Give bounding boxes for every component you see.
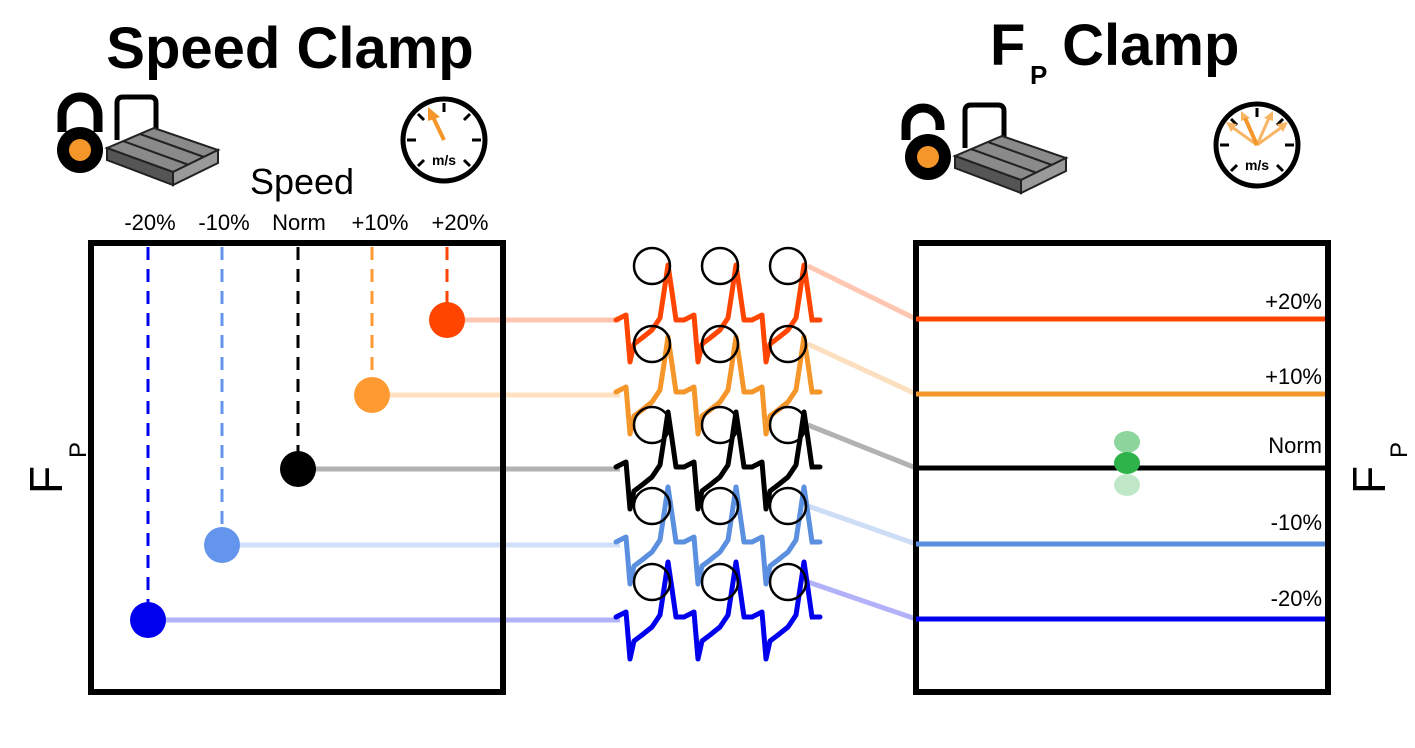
col-label-plus20: +20%: [432, 210, 489, 235]
col-label-plus10: +10%: [352, 210, 409, 235]
locked-padlock-icon: [57, 92, 103, 173]
col-label-norm: Norm: [272, 210, 326, 235]
speed-axis-label: Speed: [250, 161, 354, 202]
fp-clamp-title: F P Clamp: [990, 13, 1239, 90]
point-plus20: [429, 302, 465, 338]
left-axis-label: F P: [20, 442, 92, 494]
left-connector-lines: [148, 317, 620, 623]
col-label-minus20: -20%: [124, 210, 175, 235]
treadmill-icon: [952, 102, 1069, 195]
fp-clamp-title-rest: Clamp: [1046, 13, 1239, 78]
fp-clamp-title-f: F: [990, 13, 1025, 78]
left-axis-sub: P: [65, 442, 92, 458]
point-minus10: [204, 527, 240, 563]
treadmill-icon: [104, 94, 221, 187]
right-axis-f: F: [1343, 466, 1395, 494]
gauge-unit: m/s: [432, 152, 456, 168]
fp-clamp-panel: +20% +10% Norm -10% -20%: [913, 240, 1331, 695]
gauge-unit: m/s: [1245, 157, 1269, 173]
right-axis-label: F P: [1343, 442, 1413, 494]
level-label-minus10: -10%: [1271, 510, 1322, 535]
point-plus10: [354, 377, 390, 413]
fp-clamp-title-sub: P: [1030, 60, 1047, 90]
speedometer-icon: m/s: [400, 96, 488, 184]
right-axis-sub: P: [1386, 442, 1413, 458]
waveform-plus10: [616, 337, 820, 434]
speed-clamp-panel: [88, 240, 506, 695]
point-minus20: [130, 602, 166, 638]
waveform-minus20: [616, 562, 820, 659]
waveform-minus10: [616, 487, 820, 584]
green-marker: [1114, 431, 1140, 496]
level-label-norm: Norm: [1268, 433, 1322, 458]
level-label-plus20: +20%: [1265, 289, 1322, 314]
point-norm: [280, 451, 316, 487]
left-axis-f: F: [20, 466, 72, 494]
waveform-norm: [616, 412, 820, 509]
col-label-minus10: -10%: [198, 210, 249, 235]
right-connector-lines: [806, 263, 918, 622]
peak-circles: [632, 246, 808, 602]
speed-clamp-title: Speed Clamp: [106, 16, 473, 81]
unlocked-padlock-icon: [901, 103, 951, 180]
speed-column-labels: -20% -10% Norm +10% +20%: [124, 210, 488, 235]
middle-waveforms: [616, 246, 820, 659]
waveform-plus20: [616, 265, 820, 362]
level-label-minus20: -20%: [1271, 586, 1322, 611]
level-label-plus10: +10%: [1265, 364, 1322, 389]
speedometer-icon: m/s: [1213, 101, 1301, 189]
